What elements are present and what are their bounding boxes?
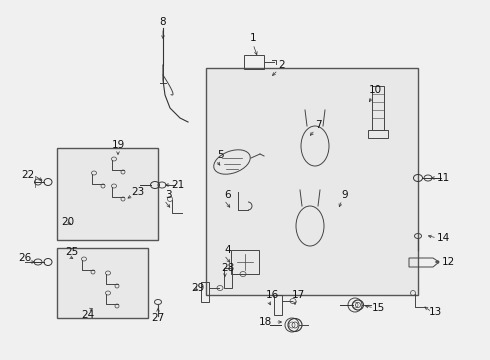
Bar xyxy=(206,68,418,295)
Text: 17: 17 xyxy=(292,290,305,300)
Text: 10: 10 xyxy=(368,85,382,95)
Bar xyxy=(372,86,384,130)
Bar xyxy=(368,130,388,138)
Text: 20: 20 xyxy=(61,217,74,227)
Text: 24: 24 xyxy=(81,310,95,320)
Bar xyxy=(57,148,158,240)
Bar xyxy=(274,295,282,315)
Text: 19: 19 xyxy=(111,140,124,150)
Text: 26: 26 xyxy=(19,253,32,263)
Bar xyxy=(244,55,264,69)
Text: 5: 5 xyxy=(217,150,223,160)
Text: 1: 1 xyxy=(250,33,256,43)
Text: 22: 22 xyxy=(22,170,35,180)
Text: 6: 6 xyxy=(225,190,231,200)
Text: 28: 28 xyxy=(221,263,235,273)
Text: 11: 11 xyxy=(437,173,450,183)
Text: 4: 4 xyxy=(225,245,231,255)
Text: 14: 14 xyxy=(437,233,450,243)
Text: 8: 8 xyxy=(160,17,166,27)
Text: 15: 15 xyxy=(371,303,385,313)
Text: 25: 25 xyxy=(65,247,78,257)
Bar xyxy=(201,282,209,302)
Text: 9: 9 xyxy=(342,190,348,200)
Text: 23: 23 xyxy=(131,187,145,197)
Text: 2: 2 xyxy=(279,60,285,70)
Text: 3: 3 xyxy=(165,190,172,200)
Bar xyxy=(231,250,259,274)
Text: 16: 16 xyxy=(266,290,279,300)
Bar xyxy=(224,268,232,288)
Text: 29: 29 xyxy=(192,283,205,293)
Text: 18: 18 xyxy=(258,317,271,327)
Text: 27: 27 xyxy=(151,313,165,323)
Text: 21: 21 xyxy=(172,180,185,190)
Text: 13: 13 xyxy=(428,307,441,317)
Bar xyxy=(57,248,148,318)
Text: 12: 12 xyxy=(441,257,455,267)
Text: 7: 7 xyxy=(315,120,321,130)
